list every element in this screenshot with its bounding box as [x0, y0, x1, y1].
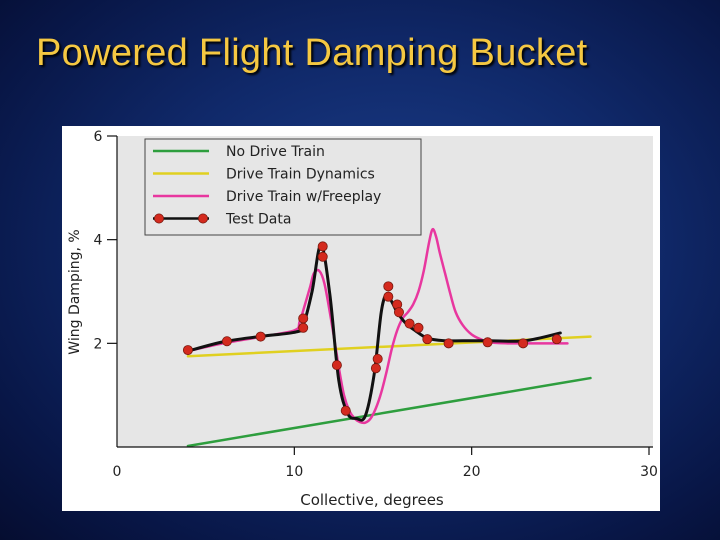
test-data-point [393, 307, 404, 318]
test-data-point [317, 251, 328, 262]
y-tick-label: 2 [94, 336, 103, 352]
test-data-point [255, 331, 266, 342]
y-tick-label: 6 [94, 129, 103, 145]
test-data-point [340, 405, 351, 416]
test-data-point [317, 241, 328, 252]
legend-label: No Drive Train [226, 144, 325, 160]
slide-title: Powered Flight Damping Bucket [36, 32, 588, 74]
test-data-point [372, 353, 383, 364]
legend-marker [197, 213, 208, 224]
legend-marker [154, 213, 165, 224]
test-data-point [370, 363, 381, 374]
legend-label: Test Data [225, 212, 291, 228]
chart-figure: 2 4 6 0 10 20 30 Collective, degrees Wing Dampin… [62, 126, 660, 511]
y-tick-label: 4 [94, 233, 103, 249]
x-tick-label: 10 [285, 464, 303, 480]
damping-chart: 2 4 6 0 10 20 30 Collective, degrees Wing Dampin… [67, 129, 658, 509]
test-data-point [482, 337, 493, 348]
test-data-point [422, 334, 433, 345]
test-data-point [518, 338, 529, 349]
test-data-point [443, 338, 454, 349]
y-axis-title: Wing Damping, % [67, 229, 83, 354]
x-tick-label: 30 [640, 464, 658, 480]
x-axis-title: Collective, degrees [300, 491, 444, 509]
test-data-point [383, 291, 394, 302]
legend-label: Drive Train Dynamics [226, 167, 375, 183]
test-data-point [413, 322, 424, 333]
test-data-point [331, 360, 342, 371]
test-data-point [298, 322, 309, 333]
series-line-1 [186, 376, 592, 448]
legend-label: Drive Train w/Freeplay [226, 189, 381, 205]
test-data-point [298, 313, 309, 324]
x-tick-label: 20 [463, 464, 481, 480]
test-data-point [404, 318, 415, 329]
test-data-point [551, 334, 562, 345]
test-data-point [383, 281, 394, 292]
test-data-point [182, 345, 193, 356]
x-tick-label: 0 [113, 464, 122, 480]
test-data-point [221, 336, 232, 347]
